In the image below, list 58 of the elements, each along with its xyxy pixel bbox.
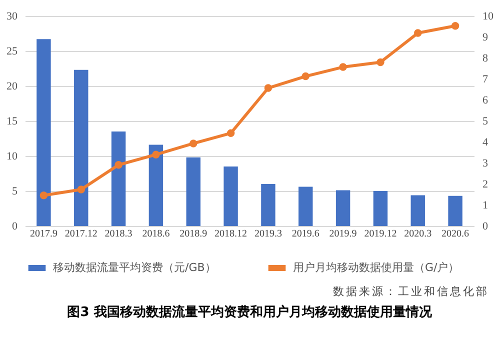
- bar: [298, 186, 313, 226]
- x-tick-label: 2017.12: [64, 228, 98, 240]
- bar: [261, 184, 276, 226]
- x-tick-label: 2019.9: [329, 228, 357, 240]
- y-tick-label: 15: [6, 116, 18, 128]
- y2-tick-label: 2: [482, 178, 488, 190]
- y-tick-label: 5: [12, 186, 18, 198]
- legend-label: 用户月均移动数据使用量（G/户）: [293, 261, 460, 274]
- bar: [336, 190, 350, 226]
- y2-tick-label: 3: [482, 158, 488, 170]
- bar: [186, 157, 200, 226]
- y-tick-label: 0: [12, 220, 18, 232]
- y-tick-label: 25: [6, 46, 18, 58]
- y-tick-label: 30: [6, 10, 18, 22]
- text: 图3 我国移动数据流量平均资费和用户月均移动数据使用量情况: [66, 304, 433, 321]
- y2-tick-label: 0: [482, 220, 488, 232]
- point: [152, 150, 160, 158]
- bar: [373, 191, 388, 226]
- point: [339, 63, 347, 71]
- x-tick-label: 2019.12: [364, 228, 397, 240]
- y2-tick-label: 1: [482, 200, 488, 212]
- point: [190, 140, 198, 148]
- x-tick-label: 2019.3: [254, 228, 282, 240]
- x-tick-label: 2018.3: [104, 228, 132, 240]
- y-tick-label: 20: [6, 80, 18, 92]
- bar: [448, 196, 462, 226]
- x-tick-label: 2018.9: [180, 228, 208, 240]
- y2-tick-label: 9: [482, 32, 488, 44]
- point: [264, 84, 272, 92]
- bar: [111, 132, 126, 226]
- x-tick-label: 2020.6: [442, 228, 470, 240]
- y2-tick-label: 8: [482, 52, 488, 64]
- y2-tick-label: 7: [482, 74, 488, 86]
- y-tick-label: 10: [6, 150, 18, 162]
- source-note: 数据来源：工业和信息化部: [332, 284, 489, 299]
- bar: [148, 144, 164, 226]
- point: [114, 161, 122, 169]
- point: [302, 72, 310, 80]
- bar: [36, 39, 51, 226]
- x-tick-label: 2018.6: [142, 228, 170, 240]
- bar: [224, 166, 238, 226]
- point: [77, 186, 85, 194]
- point: [226, 129, 235, 138]
- x-tick-label: 2020.3: [404, 228, 432, 240]
- x-tick-label: 2018.12: [214, 228, 248, 240]
- point: [451, 22, 460, 30]
- y2-tick-label: 6: [482, 94, 488, 106]
- x-tick-label: 2017.9: [30, 228, 58, 240]
- point: [414, 29, 422, 37]
- y2-tick-label: 4: [482, 136, 488, 148]
- y2-tick-label: 5: [482, 116, 488, 128]
- legend-label: 移动数据流量平均资费（元/GB）: [53, 261, 216, 274]
- point: [40, 191, 48, 200]
- bar: [410, 195, 425, 226]
- x-tick-label: 2019.6: [292, 228, 320, 240]
- point: [376, 58, 384, 66]
- y2-tick-label: 10: [482, 10, 494, 22]
- bar: [74, 70, 88, 226]
